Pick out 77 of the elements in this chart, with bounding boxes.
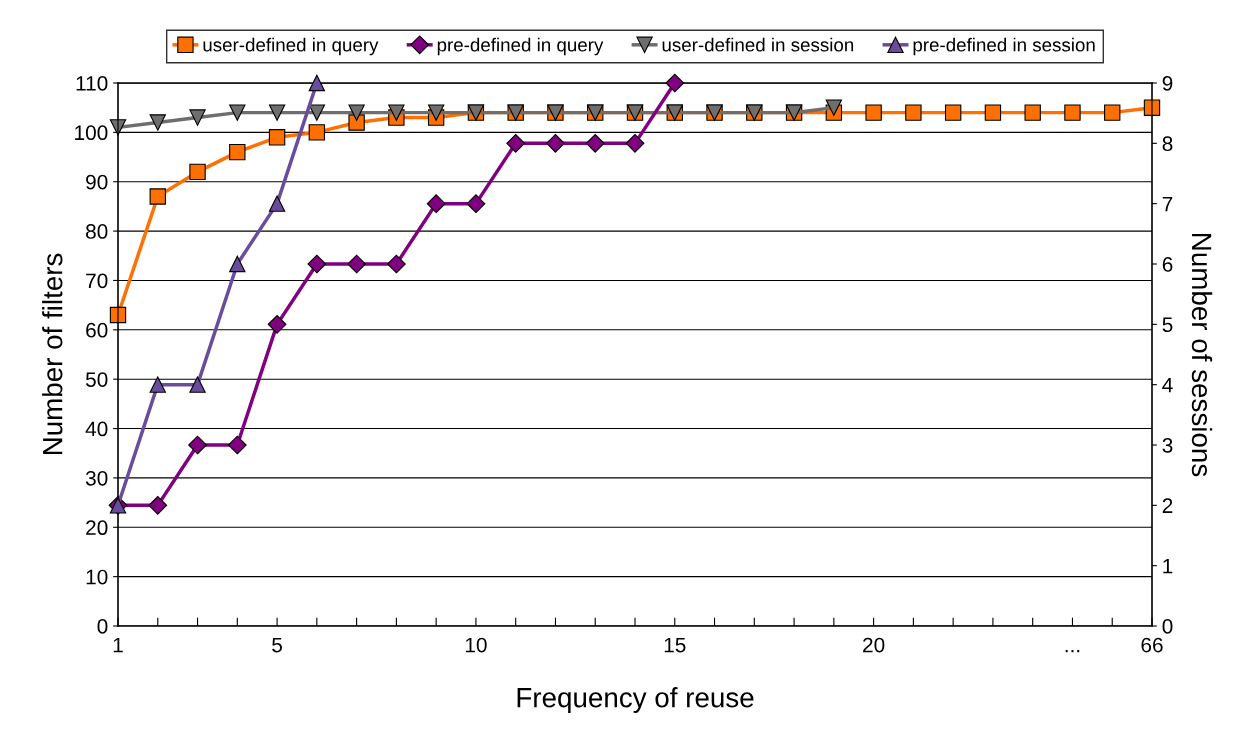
y-tick-label: 100	[75, 125, 108, 141]
x-axis-title: Frequency of reuse	[517, 687, 754, 713]
x-tick-label: 10	[465, 637, 487, 653]
point	[348, 104, 365, 121]
point	[466, 194, 486, 214]
x-tick-label: 66	[1141, 637, 1163, 653]
point	[426, 194, 446, 214]
point	[227, 435, 247, 455]
point	[825, 99, 843, 116]
x-tick-label: 5	[272, 637, 282, 653]
point	[188, 435, 207, 455]
point	[665, 73, 685, 93]
point	[267, 314, 287, 334]
point	[149, 114, 166, 131]
point	[1064, 104, 1081, 121]
y-tick-label: 60	[86, 322, 108, 338]
point	[1024, 104, 1041, 121]
point	[189, 376, 206, 393]
y2-tick-label: 0	[1162, 619, 1173, 634]
point	[268, 104, 286, 121]
point	[229, 143, 246, 161]
point	[625, 133, 645, 153]
point	[865, 104, 882, 121]
y-tick-label: 30	[85, 470, 108, 486]
point	[189, 163, 206, 181]
y2-tick-label: 4	[1162, 377, 1173, 393]
point	[308, 124, 326, 141]
y-tick-label: 80	[86, 224, 108, 239]
y-axis-title: Number of filters	[42, 253, 63, 455]
x-tick-label: 1	[113, 637, 123, 653]
y-tick-label: 10	[86, 569, 108, 585]
point	[388, 104, 405, 121]
legend-label: pre-defined in query	[437, 37, 604, 56]
point	[506, 133, 526, 153]
point	[229, 104, 246, 121]
y2-tick-label: 7	[1162, 196, 1173, 212]
y-tick-label: 90	[86, 174, 108, 190]
point	[944, 104, 962, 121]
y-tick-label: 50	[85, 372, 108, 387]
point	[268, 195, 286, 212]
y2-tick-label: 3	[1162, 438, 1173, 453]
point	[984, 104, 1002, 121]
point	[386, 254, 406, 274]
x-tick-label: ...	[1065, 649, 1080, 653]
point	[308, 74, 326, 92]
legend-label: pre-defined in session	[913, 37, 1095, 56]
point	[546, 133, 565, 153]
y2-tick-label: 1	[1163, 558, 1173, 574]
y2-axis-title: Number of sessions	[1191, 234, 1213, 477]
point	[149, 376, 166, 393]
point	[905, 104, 922, 121]
legend-label: user-defined in query	[203, 37, 379, 56]
y2-tick-label: 5	[1162, 317, 1173, 333]
point	[149, 188, 166, 205]
legend-label: user-defined in session	[662, 37, 854, 52]
point	[347, 254, 367, 274]
y-tick-label: 0	[97, 619, 108, 634]
y2-tick-label: 9	[1162, 76, 1173, 91]
point	[348, 114, 365, 131]
point	[189, 109, 206, 126]
point	[229, 255, 246, 273]
y-tick-label: 20	[86, 520, 108, 536]
y-tick-label: 40	[85, 421, 108, 437]
point	[308, 104, 326, 121]
x-tick-label: 15	[664, 637, 686, 653]
point	[148, 495, 168, 515]
point	[1104, 104, 1121, 121]
point	[427, 104, 445, 121]
y2-tick-label: 2	[1162, 498, 1173, 513]
point	[307, 254, 327, 274]
point	[585, 133, 605, 153]
point	[268, 129, 286, 146]
y2-tick-label: 6	[1162, 257, 1173, 272]
y-tick-label: 110	[76, 76, 108, 91]
y-tick-label: 70	[86, 273, 108, 289]
y2-tick-label: 8	[1162, 136, 1173, 152]
x-tick-label: 20	[863, 637, 885, 653]
